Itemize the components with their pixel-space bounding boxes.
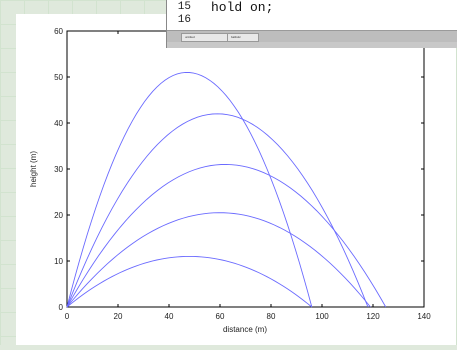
figure-window: 0 20 40 60 80 100 120 140 0 10 20 30 40 50 60 distanc… — [16, 14, 456, 345]
x-tick-label: 120 — [366, 312, 380, 321]
trajectory-curve-1 — [66, 71, 313, 308]
x-tick-label: 80 — [267, 312, 276, 321]
editor-tab[interactable]: ballistic — [227, 33, 259, 42]
y-tick-label: 20 — [54, 211, 63, 220]
y-tick-label: 40 — [54, 119, 63, 128]
x-tick-label: 20 — [114, 312, 123, 321]
x-tick-label: 60 — [216, 312, 225, 321]
code-editor-window[interactable]: 15 hold on; 16 untitled ballistic — [166, 0, 457, 48]
y-tick-label: 50 — [54, 73, 63, 82]
code-editor-text-area[interactable]: 15 hold on; 16 — [167, 0, 457, 31]
x-tick-label: 100 — [315, 312, 329, 321]
trajectory-curve-3 — [66, 163, 387, 308]
x-tick-label: 140 — [417, 312, 431, 321]
y-axis-ticks: 0 10 20 30 40 50 60 — [54, 27, 424, 312]
y-tick-label: 30 — [54, 165, 63, 174]
y-axis-label: height (m) — [29, 151, 38, 187]
trajectory-curve-2 — [66, 113, 369, 308]
code-line[interactable]: hold on; — [211, 0, 274, 15]
trajectory-curve-5 — [66, 255, 313, 308]
line-number: 15 — [177, 1, 191, 13]
trajectory-plot: 0 20 40 60 80 100 120 140 0 10 20 30 40 50 60 distanc… — [29, 27, 431, 334]
y-tick-label: 60 — [54, 27, 63, 36]
y-tick-label: 0 — [59, 303, 64, 312]
plot-area — [66, 30, 425, 308]
x-axis-label: distance (m) — [223, 325, 267, 334]
trajectory-curves — [66, 71, 387, 308]
x-tick-label: 40 — [165, 312, 174, 321]
editor-tab[interactable]: untitled — [181, 33, 231, 42]
trajectory-curve-4 — [66, 212, 371, 308]
x-tick-label: 0 — [65, 312, 70, 321]
y-tick-label: 10 — [54, 257, 63, 266]
line-number: 16 — [177, 14, 191, 26]
editor-tab-bar: untitled ballistic — [167, 31, 457, 42]
